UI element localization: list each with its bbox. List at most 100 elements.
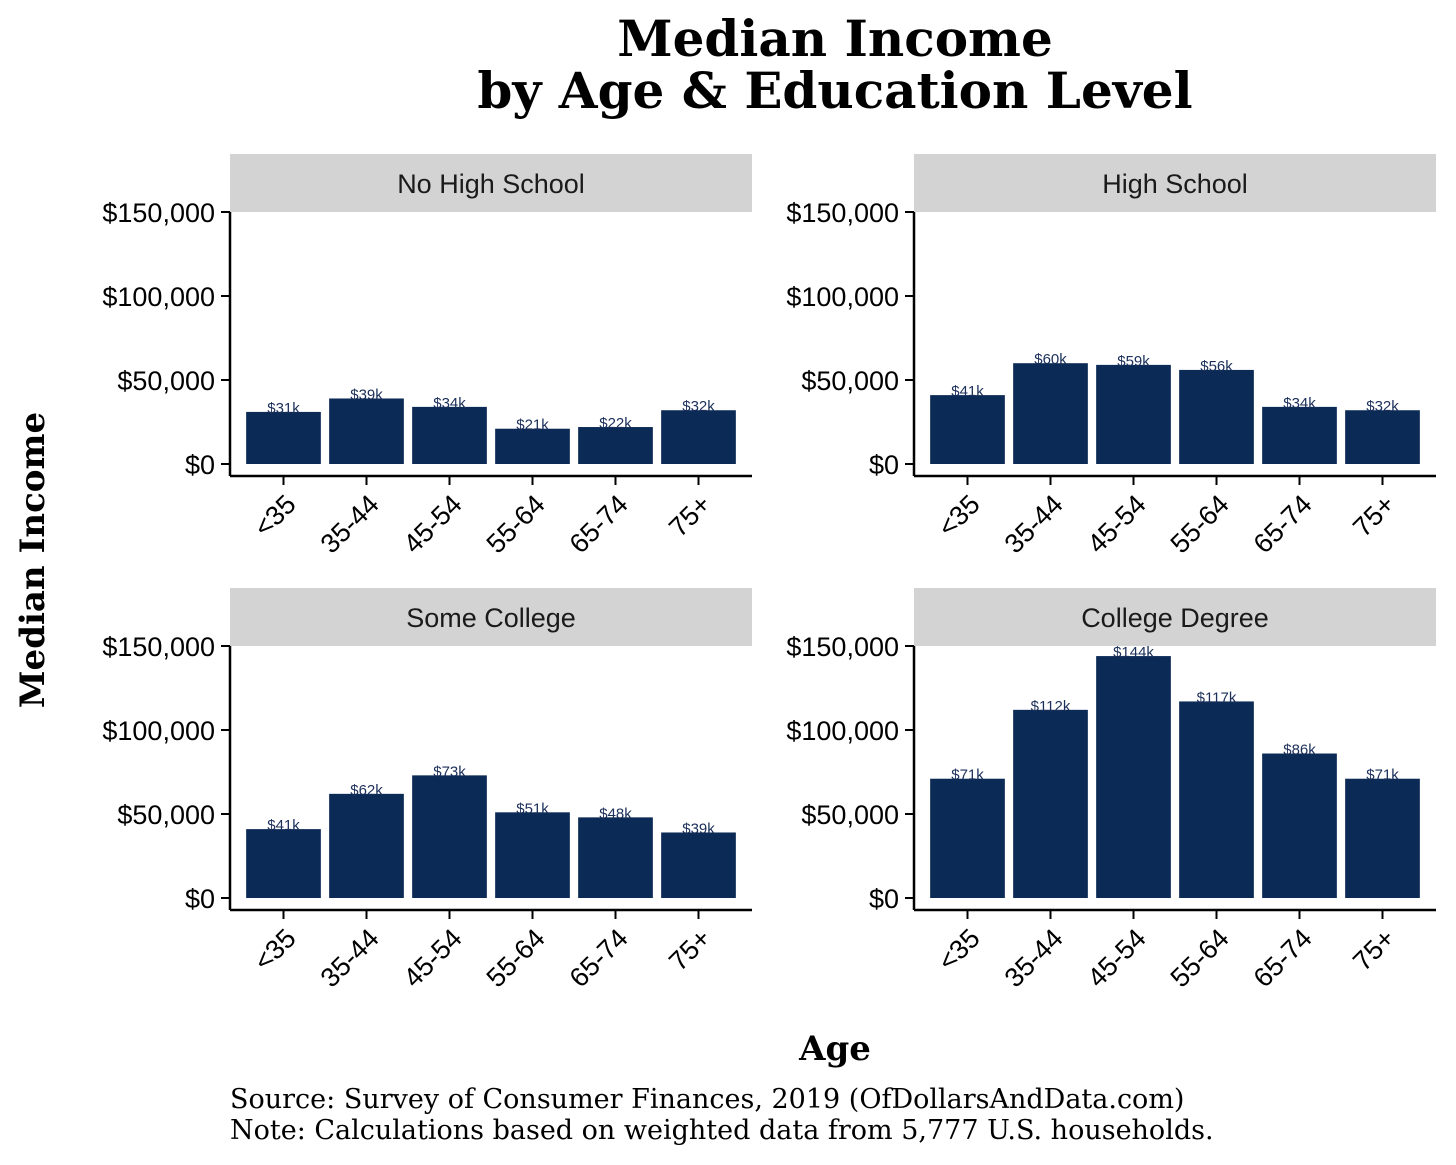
bar: [412, 406, 487, 464]
x-tick-label: 75+: [663, 489, 717, 543]
data-label: $22k: [599, 415, 632, 432]
y-axis-title: Median Income: [13, 412, 53, 708]
facet-strip: [230, 154, 752, 212]
data-label: $59k: [1117, 353, 1150, 370]
y-tick-label: $100,000: [102, 716, 215, 746]
data-label: $48k: [599, 805, 632, 822]
chart-title-line-1: Median Income: [617, 9, 1053, 68]
data-label: $71k: [1366, 767, 1399, 784]
bar: [661, 832, 736, 898]
data-label: $39k: [350, 386, 383, 403]
x-tick-label: 75+: [1347, 489, 1401, 543]
x-tick-label: 65-74: [1248, 923, 1318, 993]
y-tick-label: $150,000: [102, 198, 215, 228]
x-tick-label: <35: [248, 489, 302, 543]
bar: [495, 428, 570, 464]
x-tick-label: 35-44: [315, 489, 385, 559]
data-label: $117k: [1197, 689, 1237, 706]
x-tick-label: 65-74: [1248, 489, 1318, 559]
facet-title: High School: [1102, 169, 1248, 199]
y-tick-label: $50,000: [801, 366, 899, 396]
facet-title: Some College: [406, 603, 576, 633]
bar: [1179, 369, 1254, 464]
x-tick-label: 45-54: [1082, 923, 1152, 993]
y-tick-label: $100,000: [786, 282, 899, 312]
bar: [412, 775, 487, 898]
x-tick-label: 35-44: [999, 489, 1069, 559]
y-tick-label: $50,000: [117, 366, 215, 396]
x-tick-label: 45-54: [398, 489, 468, 559]
data-label: $41k: [267, 817, 300, 834]
bar: [1345, 410, 1420, 464]
data-label: $51k: [516, 800, 549, 817]
bar: [1179, 701, 1254, 898]
x-tick-label: <35: [932, 923, 986, 977]
bar: [246, 829, 321, 898]
bar: [1262, 753, 1337, 898]
bar: [578, 817, 653, 898]
y-tick-label: $150,000: [786, 198, 899, 228]
x-tick-label: 65-74: [564, 923, 634, 993]
data-label: $73k: [433, 763, 466, 780]
bar: [329, 793, 404, 898]
source-note: Source: Survey of Consumer Finances, 201…: [230, 1084, 1184, 1115]
bar: [329, 398, 404, 464]
y-tick-label: $0: [185, 884, 215, 914]
data-label: $34k: [433, 395, 466, 412]
y-tick-label: $0: [869, 450, 899, 480]
bar: [1013, 363, 1088, 464]
data-label: $86k: [1283, 742, 1316, 759]
bar: [930, 778, 1005, 898]
y-tick-label: $150,000: [102, 632, 215, 662]
bar: [246, 411, 321, 464]
y-tick-label: $0: [185, 450, 215, 480]
x-tick-label: 45-54: [1082, 489, 1152, 559]
data-label: $56k: [1200, 358, 1233, 375]
bar: [930, 395, 1005, 464]
data-label: $112k: [1031, 698, 1071, 715]
x-tick-label: 65-74: [564, 489, 634, 559]
data-label: $41k: [951, 383, 984, 400]
x-tick-label: <35: [932, 489, 986, 543]
data-label: $144k: [1113, 644, 1154, 661]
y-tick-label: $50,000: [117, 800, 215, 830]
y-tick-label: $50,000: [801, 800, 899, 830]
bar: [1262, 406, 1337, 464]
bar: [1096, 656, 1171, 898]
facet-strip: [230, 588, 752, 646]
bar: [661, 410, 736, 464]
data-label: $62k: [350, 782, 383, 799]
data-label: $60k: [1034, 351, 1067, 368]
x-axis-title: Age: [798, 1029, 871, 1069]
bar: [1345, 778, 1420, 898]
x-tick-label: 35-44: [999, 923, 1069, 993]
bar: [1013, 709, 1088, 898]
facet-panels: No High School $0 $50,000 $100,000 $150,000 $…: [102, 154, 1436, 993]
calculation-note: Note: Calculations based on weighted dat…: [230, 1115, 1214, 1146]
bar: [495, 812, 570, 898]
facet-strip: [914, 588, 1436, 646]
bar: [1096, 364, 1171, 464]
data-label: $71k: [951, 767, 984, 784]
data-label: $34k: [1283, 395, 1316, 412]
y-tick-label: $100,000: [786, 716, 899, 746]
facet-strip: [914, 154, 1436, 212]
x-tick-label: 75+: [663, 923, 717, 977]
data-label: $21k: [516, 417, 549, 434]
data-label: $32k: [682, 398, 715, 415]
data-label: $39k: [682, 820, 715, 837]
x-tick-label: 45-54: [398, 923, 468, 993]
facet-panel: High School $0 $50,000 $100,000 $150,000 $41k…: [786, 154, 1436, 559]
data-label: $31k: [267, 400, 300, 417]
facet-panel: College Degree $0 $50,000 $100,000 $150,000 $…: [786, 588, 1436, 993]
x-tick-label: 55-64: [1165, 923, 1235, 993]
bar: [578, 427, 653, 464]
y-tick-label: $100,000: [102, 282, 215, 312]
x-tick-label: 35-44: [315, 923, 385, 993]
facet-panel: Some College $0 $50,000 $100,000 $150,000 $41…: [102, 588, 752, 993]
x-tick-label: 55-64: [481, 923, 551, 993]
y-tick-label: $150,000: [786, 632, 899, 662]
facet-title: No High School: [397, 169, 585, 199]
facet-title: College Degree: [1081, 603, 1269, 633]
